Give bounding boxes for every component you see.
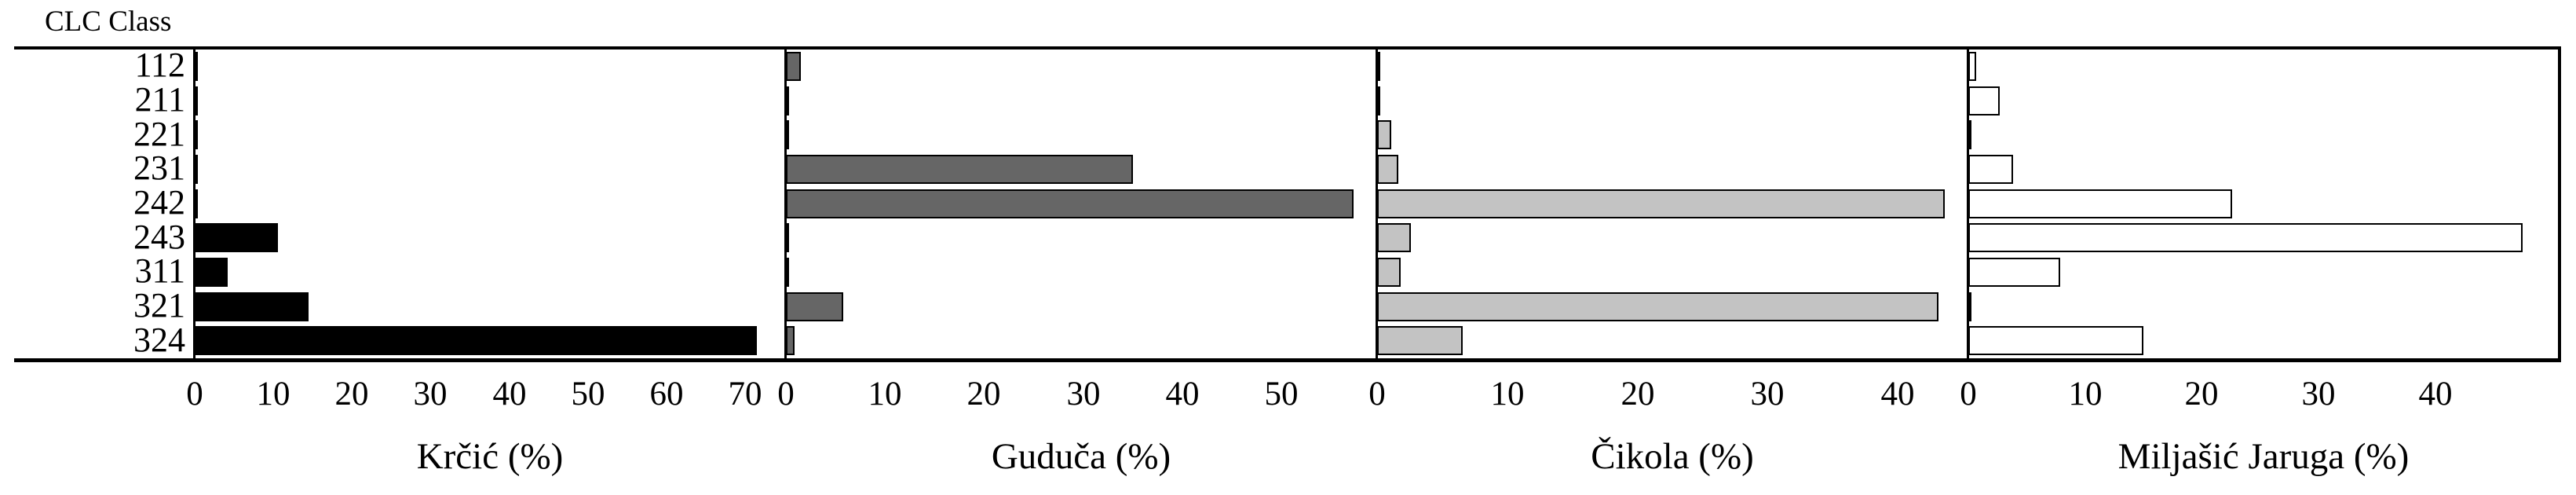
bar-221 — [1968, 120, 1971, 149]
bar-324 — [1968, 326, 2143, 355]
panel-4-tick-40: 40 — [2418, 376, 2453, 412]
bar-112 — [786, 52, 801, 81]
panel-4-tick-30: 30 — [2301, 376, 2336, 412]
bar-311 — [1968, 258, 2060, 287]
bar-211 — [1968, 86, 2000, 116]
panel-3-tick-0: 0 — [1368, 376, 1386, 412]
bar-243 — [786, 223, 789, 252]
bar-311 — [195, 258, 228, 287]
panel-2-title: Guduča (%) — [991, 436, 1171, 477]
panel-2-tick-10: 10 — [868, 376, 902, 412]
panel-3-title: Čikola (%) — [1591, 436, 1754, 477]
panel-3-axis-line — [1376, 50, 1378, 358]
panel-4-tick-20: 20 — [2184, 376, 2219, 412]
bar-321 — [1968, 292, 1971, 321]
bar-231 — [1968, 155, 2013, 184]
bar-242 — [1968, 189, 2232, 218]
bar-324 — [786, 326, 795, 355]
bar-243 — [195, 223, 278, 252]
panel-2 — [786, 50, 1376, 358]
panel-1-tick-60: 60 — [649, 376, 684, 412]
panel-1-tick-40: 40 — [492, 376, 527, 412]
panel-1-tick-30: 30 — [413, 376, 448, 412]
panel-3 — [1377, 50, 1967, 358]
panel-1-tick-0: 0 — [186, 376, 203, 412]
bar-231 — [1377, 155, 1398, 184]
y-axis-label-211: 211 — [134, 80, 185, 119]
bar-324 — [195, 326, 757, 355]
bar-211 — [195, 86, 198, 116]
panel-4-tick-10: 10 — [2068, 376, 2103, 412]
panel-2-tick-40: 40 — [1165, 376, 1200, 412]
panel-2-tick-20: 20 — [966, 376, 1001, 412]
bar-242 — [1377, 189, 1945, 218]
bar-112 — [1377, 52, 1380, 81]
bar-243 — [1377, 223, 1411, 252]
bar-221 — [1377, 120, 1391, 149]
bar-242 — [786, 189, 1354, 218]
figure-right-border — [2558, 50, 2561, 358]
y-axis-title: CLC Class — [45, 6, 172, 38]
panel-3-tick-30: 30 — [1750, 376, 1785, 412]
y-axis-label-243: 243 — [133, 217, 185, 256]
bar-112 — [1968, 52, 1976, 81]
panel-4-title: Miljašić Jaruga (%) — [2117, 436, 2410, 477]
top-rule — [14, 46, 2561, 50]
bar-324 — [1377, 326, 1463, 355]
panel-3-tick-10: 10 — [1490, 376, 1525, 412]
bar-321 — [195, 292, 309, 321]
bar-311 — [786, 258, 789, 287]
panel-2-tick-0: 0 — [777, 376, 795, 412]
bar-321 — [1377, 292, 1938, 321]
panel-1-tick-10: 10 — [256, 376, 290, 412]
panel-1-tick-70: 70 — [728, 376, 762, 412]
bar-112 — [195, 52, 198, 81]
panel-1-tick-20: 20 — [334, 376, 369, 412]
panel-2-axis-line — [784, 50, 787, 358]
y-axis-label-321: 321 — [133, 286, 185, 324]
panel-1-title: Krčić (%) — [416, 436, 564, 477]
bar-231 — [786, 155, 1133, 184]
bar-221 — [786, 120, 789, 149]
panel-4 — [1968, 50, 2558, 358]
y-axis-label-231: 231 — [133, 148, 185, 188]
bar-321 — [786, 292, 843, 321]
panel-3-tick-40: 40 — [1880, 376, 1915, 412]
panel-3-tick-20: 20 — [1621, 376, 1655, 412]
bar-211 — [1377, 86, 1380, 116]
bar-311 — [1377, 258, 1401, 287]
y-axis-label-221: 221 — [133, 114, 185, 153]
y-axis-label-112: 112 — [134, 46, 185, 85]
panel-2-tick-30: 30 — [1066, 376, 1101, 412]
panel-1-tick-50: 50 — [571, 376, 605, 412]
bar-243 — [1968, 223, 2523, 252]
y-axis-category-labels: 112 211 221 231 242 243 311 321 324 — [0, 46, 188, 359]
panel-1 — [195, 50, 784, 358]
bottom-rule — [14, 358, 2561, 362]
bar-242 — [195, 189, 198, 218]
bar-231 — [195, 155, 198, 184]
y-axis-label-242: 242 — [133, 183, 185, 222]
y-axis-label-311: 311 — [134, 251, 185, 291]
y-axis-label-324: 324 — [133, 320, 185, 359]
panel-2-tick-50: 50 — [1264, 376, 1299, 412]
panel-4-tick-0: 0 — [1960, 376, 1977, 412]
bar-221 — [195, 120, 198, 149]
bar-211 — [786, 86, 789, 116]
panel-4-axis-line — [1967, 50, 1969, 358]
panel-1-axis-line — [193, 50, 195, 358]
